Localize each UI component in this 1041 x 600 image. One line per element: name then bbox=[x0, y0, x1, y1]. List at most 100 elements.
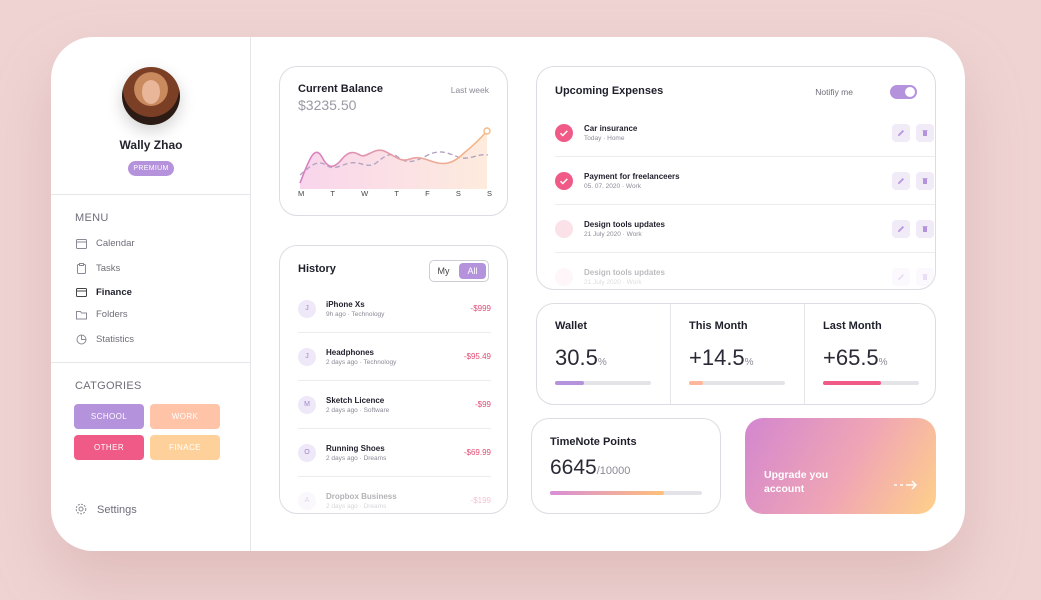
stat-progress-fill bbox=[555, 381, 584, 385]
avatar[interactable] bbox=[122, 67, 180, 125]
stat-progress bbox=[555, 381, 651, 385]
sidebar: Wally Zhao PREMIUM MENU Calendar Tasks F… bbox=[51, 37, 251, 551]
latest-point[interactable] bbox=[483, 127, 491, 135]
pie-icon bbox=[75, 333, 87, 345]
expense-meta: 05. 07. 2020 · Work bbox=[584, 183, 641, 190]
item-meta: 2 days ago · Technology bbox=[326, 359, 397, 366]
edit-button[interactable] bbox=[892, 172, 910, 190]
stats-card: Wallet 30.5% This Month +14.5% Last Mont… bbox=[536, 303, 936, 405]
app-window: Wally Zhao PREMIUM MENU Calendar Tasks F… bbox=[51, 37, 965, 551]
history-row[interactable]: A Dropbox Business 2 days ago · Dreams -… bbox=[298, 477, 491, 513]
stat-label: Wallet bbox=[555, 320, 587, 332]
trash-icon bbox=[922, 130, 928, 136]
stat-label: This Month bbox=[689, 320, 748, 332]
category-other[interactable]: OTHER bbox=[74, 435, 144, 460]
stat-value: +65.5% bbox=[823, 345, 888, 370]
sidebar-item-label: Statistics bbox=[96, 333, 135, 345]
item-amount: -$95.49 bbox=[463, 352, 491, 361]
edit-button[interactable] bbox=[892, 220, 910, 238]
settings-label: Settings bbox=[97, 503, 137, 516]
sidebar-item-label: Calendar bbox=[96, 237, 135, 249]
item-name: Running Shoes bbox=[326, 444, 385, 453]
filter-my[interactable]: My bbox=[437, 266, 450, 276]
sidebar-item-folders[interactable]: Folders bbox=[75, 306, 128, 322]
initial-avatar: O bbox=[298, 444, 316, 462]
sidebar-item-finance[interactable]: Finance bbox=[75, 284, 132, 300]
pencil-icon bbox=[898, 274, 904, 280]
sidebar-item-tasks[interactable]: Tasks bbox=[75, 260, 120, 276]
clipboard-icon bbox=[75, 262, 87, 274]
delete-button[interactable] bbox=[916, 220, 934, 238]
premium-badge: PREMIUM bbox=[128, 161, 174, 176]
day-label: T bbox=[330, 189, 335, 198]
checkbox-checked[interactable] bbox=[555, 124, 573, 142]
pencil-icon bbox=[898, 178, 904, 184]
expenses-card: Upcoming Expenses Notifiy me Car insuran… bbox=[536, 66, 936, 290]
delete-button[interactable] bbox=[916, 172, 934, 190]
notify-toggle[interactable] bbox=[890, 85, 917, 99]
balance-card: Current Balance Last week $3235.50 M T W… bbox=[279, 66, 508, 216]
stat-last-month: Last Month +65.5% bbox=[805, 304, 935, 404]
edit-button[interactable] bbox=[892, 268, 910, 286]
trash-icon bbox=[922, 178, 928, 184]
day-label: M bbox=[298, 189, 305, 198]
delete-button[interactable] bbox=[916, 268, 934, 286]
expense-name: Payment for freelanceers bbox=[584, 172, 680, 181]
category-finace[interactable]: FINACE bbox=[150, 435, 220, 460]
stat-this-month: This Month +14.5% bbox=[671, 304, 804, 404]
expense-row: Design tools updates 21 July 2020 · Work bbox=[555, 253, 935, 289]
categories-title: CATGORIES bbox=[75, 380, 142, 392]
day-label: S bbox=[486, 189, 492, 198]
initial-avatar: A bbox=[298, 492, 316, 510]
history-title: History bbox=[298, 263, 336, 275]
points-progress-fill bbox=[550, 491, 664, 495]
expense-row: Car insurance Today · Home bbox=[555, 109, 935, 157]
balance-value: $3235.50 bbox=[298, 97, 357, 113]
area-fill bbox=[300, 131, 487, 189]
item-meta: 9h ago · Technology bbox=[326, 311, 385, 318]
edit-button[interactable] bbox=[892, 124, 910, 142]
settings-button[interactable]: Settings bbox=[75, 503, 137, 516]
points-value: 6645/10000 bbox=[550, 456, 631, 479]
history-row[interactable]: J Headphones 2 days ago · Technology -$9… bbox=[298, 333, 491, 381]
filter-all[interactable]: All bbox=[459, 263, 486, 279]
category-school[interactable]: SCHOOL bbox=[74, 404, 144, 429]
checkbox-checked[interactable] bbox=[555, 172, 573, 190]
sidebar-item-label: Folders bbox=[96, 308, 128, 320]
period-selector[interactable]: Last week bbox=[450, 85, 489, 95]
sidebar-item-statistics[interactable]: Statistics bbox=[75, 331, 134, 347]
day-label: T bbox=[394, 189, 399, 198]
history-row[interactable]: M Sketch Licence 2 days ago · Software -… bbox=[298, 381, 491, 429]
divider bbox=[51, 362, 251, 363]
folder-icon bbox=[75, 308, 87, 320]
initial-avatar: J bbox=[298, 348, 316, 366]
day-label: S bbox=[455, 189, 461, 198]
day-axis: M T W T F S S bbox=[298, 189, 492, 198]
history-card: History My All J iPhone Xs 9h ago · Tech… bbox=[279, 245, 508, 514]
item-meta: 2 days ago · Dreams bbox=[326, 455, 387, 462]
trash-icon bbox=[922, 226, 928, 232]
item-name: Dropbox Business bbox=[326, 492, 397, 501]
checkbox-unchecked[interactable] bbox=[555, 220, 573, 238]
sidebar-item-calendar[interactable]: Calendar bbox=[75, 235, 135, 251]
stat-progress-fill bbox=[689, 381, 704, 385]
delete-button[interactable] bbox=[916, 124, 934, 142]
history-row[interactable]: J iPhone Xs 9h ago · Technology -$999 bbox=[298, 285, 491, 333]
expense-name: Design tools updates bbox=[584, 220, 665, 229]
stat-progress bbox=[689, 381, 785, 385]
pencil-icon bbox=[898, 226, 904, 232]
stat-progress-fill bbox=[823, 381, 881, 385]
upgrade-button[interactable]: Upgrade you account bbox=[745, 418, 936, 514]
expense-meta: Today · Home bbox=[584, 135, 625, 142]
item-amount: -$69.99 bbox=[463, 448, 491, 457]
stat-wallet: Wallet 30.5% bbox=[537, 304, 670, 404]
history-row[interactable]: O Running Shoes 2 days ago · Dreams -$69… bbox=[298, 429, 491, 477]
checkbox-unchecked[interactable] bbox=[555, 268, 573, 286]
history-filter: My All bbox=[429, 260, 489, 282]
item-amount: -$99 bbox=[474, 400, 491, 409]
category-work[interactable]: WORK bbox=[150, 404, 220, 429]
stat-value: 30.5% bbox=[555, 345, 607, 370]
item-name: iPhone Xs bbox=[326, 300, 365, 309]
initial-avatar: J bbox=[298, 300, 316, 318]
trash-icon bbox=[922, 274, 928, 280]
